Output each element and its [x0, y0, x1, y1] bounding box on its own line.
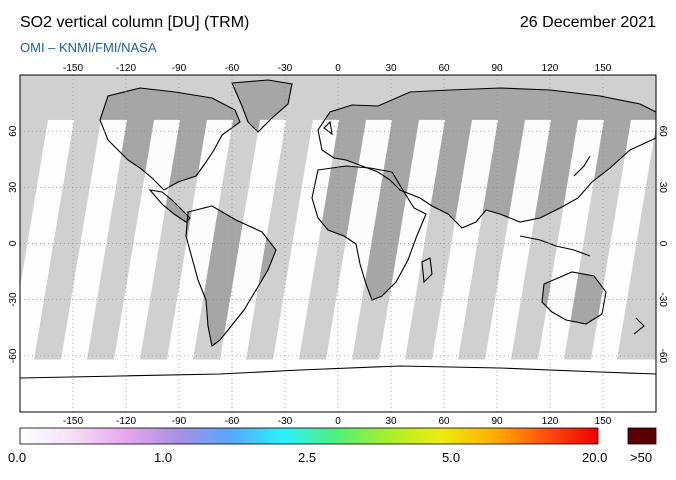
swath-7	[379, 119, 445, 360]
coast-central-america	[148, 189, 191, 223]
colorbar	[19, 427, 599, 445]
coast-north-america	[99, 87, 241, 191]
swath-2	[114, 119, 180, 360]
lon-tick-bottom-60: 60	[438, 416, 450, 427]
lon-tick-top-0: 0	[335, 63, 341, 74]
colorbar-label-5: >50	[630, 450, 653, 465]
lon-tick-bottom--30: -30	[278, 416, 293, 427]
lon-tick-bottom--150: -150	[63, 416, 83, 427]
lon-tick-bottom--120: -120	[116, 416, 136, 427]
colorbar-label-4: 20.0	[582, 450, 608, 465]
lon-tick-top-60: 60	[438, 63, 450, 74]
lon-tick-bottom--60: -60	[225, 416, 240, 427]
coast-australia	[541, 271, 607, 325]
graticule	[20, 75, 656, 412]
lat-tick-left-0: 0	[8, 240, 19, 246]
lon-tick-top--60: -60	[225, 63, 240, 74]
lat-tick-left-60: 60	[8, 125, 19, 137]
swath-9	[485, 119, 551, 360]
lon-tick-bottom-30: 30	[385, 416, 397, 427]
lat-tick-right--60: -60	[657, 349, 668, 364]
lat-tick-right-0: 0	[657, 241, 668, 247]
lon-tick-bottom-0: 0	[335, 416, 341, 427]
satellite-swaths	[20, 119, 656, 412]
lon-tick-bottom-150: 150	[595, 416, 612, 427]
swath-3	[167, 119, 233, 360]
swath-1	[61, 119, 127, 360]
coastlines	[20, 79, 656, 379]
colorbar-label-0: 0.0	[8, 450, 27, 465]
lon-tick-top-120: 120	[542, 63, 559, 74]
coast-greenland	[231, 79, 293, 133]
swath-10	[538, 119, 604, 360]
lon-tick-bottom-90: 90	[491, 416, 503, 427]
lat-tick-right-60: 60	[657, 126, 668, 138]
coast-antarctica	[20, 365, 656, 379]
swath-11	[591, 119, 656, 360]
colorbar-label-2: 2.5	[298, 450, 317, 465]
lat-tick-left--30: -30	[8, 292, 19, 307]
lat-tick-left--60: -60	[8, 348, 19, 363]
map-title: SO2 vertical column [DU] (TRM)	[20, 14, 250, 31]
coast-africa	[311, 165, 427, 301]
coast-madagascar	[421, 257, 433, 284]
lon-tick-bottom-120: 120	[542, 416, 559, 427]
swath-5	[273, 119, 339, 360]
lat-tick-left-30: 30	[8, 181, 19, 193]
lon-tick-top-90: 90	[491, 63, 503, 74]
coast-new-zealand	[633, 317, 645, 335]
swath-0	[20, 119, 74, 360]
colorbar-label-3: 5.0	[442, 450, 461, 465]
lat-tick-right--30: -30	[657, 292, 668, 307]
coast-south-america	[185, 205, 277, 347]
lon-tick-top--150: -150	[63, 63, 83, 74]
colorbar-label-1: 1.0	[154, 450, 173, 465]
lon-tick-top-30: 30	[385, 63, 397, 74]
lon-tick-bottom--90: -90	[172, 416, 187, 427]
lat-tick-right-30: 30	[657, 182, 668, 194]
map-frame	[19, 74, 657, 413]
coast-indonesia	[519, 235, 591, 257]
swath-6	[326, 119, 392, 360]
coast-japan	[573, 155, 591, 177]
coast-eurasia	[317, 87, 656, 229]
lon-tick-top--120: -120	[116, 63, 136, 74]
data-source: OMI – KNMI/FMI/NASA	[20, 40, 157, 55]
colorbar-overflow-swatch	[627, 427, 657, 445]
lon-tick-top-150: 150	[595, 63, 612, 74]
lon-tick-top--90: -90	[172, 63, 187, 74]
map-date: 26 December 2021	[519, 14, 656, 31]
lon-tick-top--30: -30	[278, 63, 293, 74]
